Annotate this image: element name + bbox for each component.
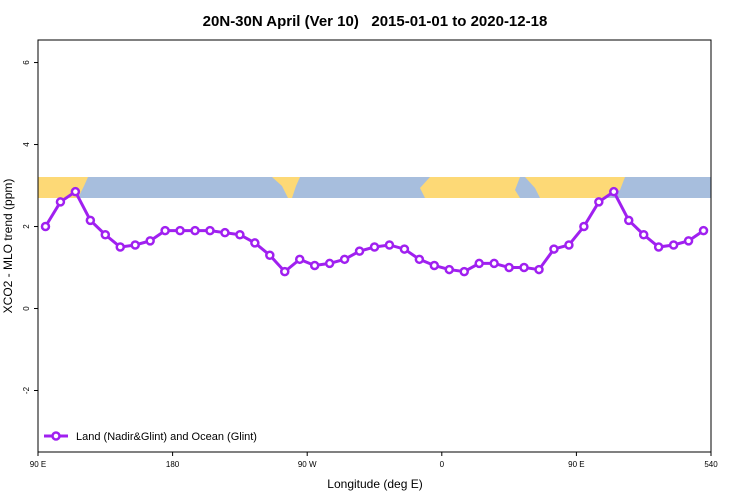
data-point	[369, 242, 380, 252]
data-point	[309, 260, 320, 271]
data-point	[160, 225, 170, 236]
data-point	[609, 186, 619, 197]
data-point	[683, 236, 694, 246]
x-tick-label: 90 E	[568, 460, 584, 469]
data-point	[579, 221, 589, 232]
chart-title: 20N-30N April (Ver 10) 2015-01-01 to 202…	[203, 13, 548, 30]
data-point	[175, 225, 185, 236]
y-tick-label: 4	[22, 142, 31, 147]
data-point	[429, 260, 440, 271]
data-point	[339, 254, 350, 265]
data-point	[594, 197, 604, 207]
x-tick-label: 180	[166, 460, 180, 469]
data-point	[280, 266, 290, 277]
data-point	[519, 262, 529, 273]
series-line	[44, 189, 705, 274]
data-point	[250, 238, 260, 248]
data-point	[190, 225, 200, 236]
data-point	[55, 197, 66, 207]
data-point	[564, 240, 574, 250]
data-point	[534, 264, 544, 275]
map-strip	[38, 177, 711, 198]
data-point	[40, 221, 51, 232]
data-point	[130, 240, 140, 250]
y-axis-label: XCO2 - MLO trend (ppm)	[1, 179, 15, 314]
data-point	[145, 236, 155, 246]
data-point	[504, 262, 514, 273]
data-point	[474, 258, 484, 269]
x-tick-label: 0	[440, 460, 445, 469]
x-tick-label: 90 E	[30, 460, 46, 469]
data-point	[489, 258, 499, 269]
data-point	[70, 186, 81, 197]
data-point	[653, 242, 664, 252]
data-point	[638, 229, 649, 240]
legend-label: Land (Nadir&Glint) and Ocean (Glint)	[76, 431, 257, 443]
plot-frame	[37, 39, 712, 453]
data-point	[85, 215, 96, 226]
data-point	[115, 242, 126, 252]
x-tick-label: 540	[704, 460, 718, 469]
data-point	[399, 244, 410, 254]
x-axis-label: Longitude (deg E)	[327, 477, 422, 491]
x-tick-label: 90 W	[298, 460, 317, 469]
data-point	[205, 225, 215, 236]
data-point	[100, 229, 111, 240]
data-point	[220, 227, 230, 238]
data-point	[265, 250, 275, 260]
data-point	[324, 258, 335, 269]
data-point	[549, 244, 559, 254]
y-tick-label: 6	[22, 60, 31, 65]
data-point	[414, 254, 425, 265]
data-point	[235, 229, 245, 240]
data-point	[623, 215, 634, 226]
y-tick-label: 2	[22, 224, 31, 229]
data-point	[384, 240, 395, 250]
y-tick-label: -2	[22, 386, 31, 394]
data-point	[698, 225, 709, 236]
data-point	[444, 264, 455, 275]
data-point	[668, 240, 679, 250]
data-point	[459, 266, 469, 277]
legend-marker	[51, 431, 61, 441]
data-point	[294, 254, 305, 265]
data-point	[354, 246, 365, 256]
y-tick-label: 0	[22, 306, 31, 311]
